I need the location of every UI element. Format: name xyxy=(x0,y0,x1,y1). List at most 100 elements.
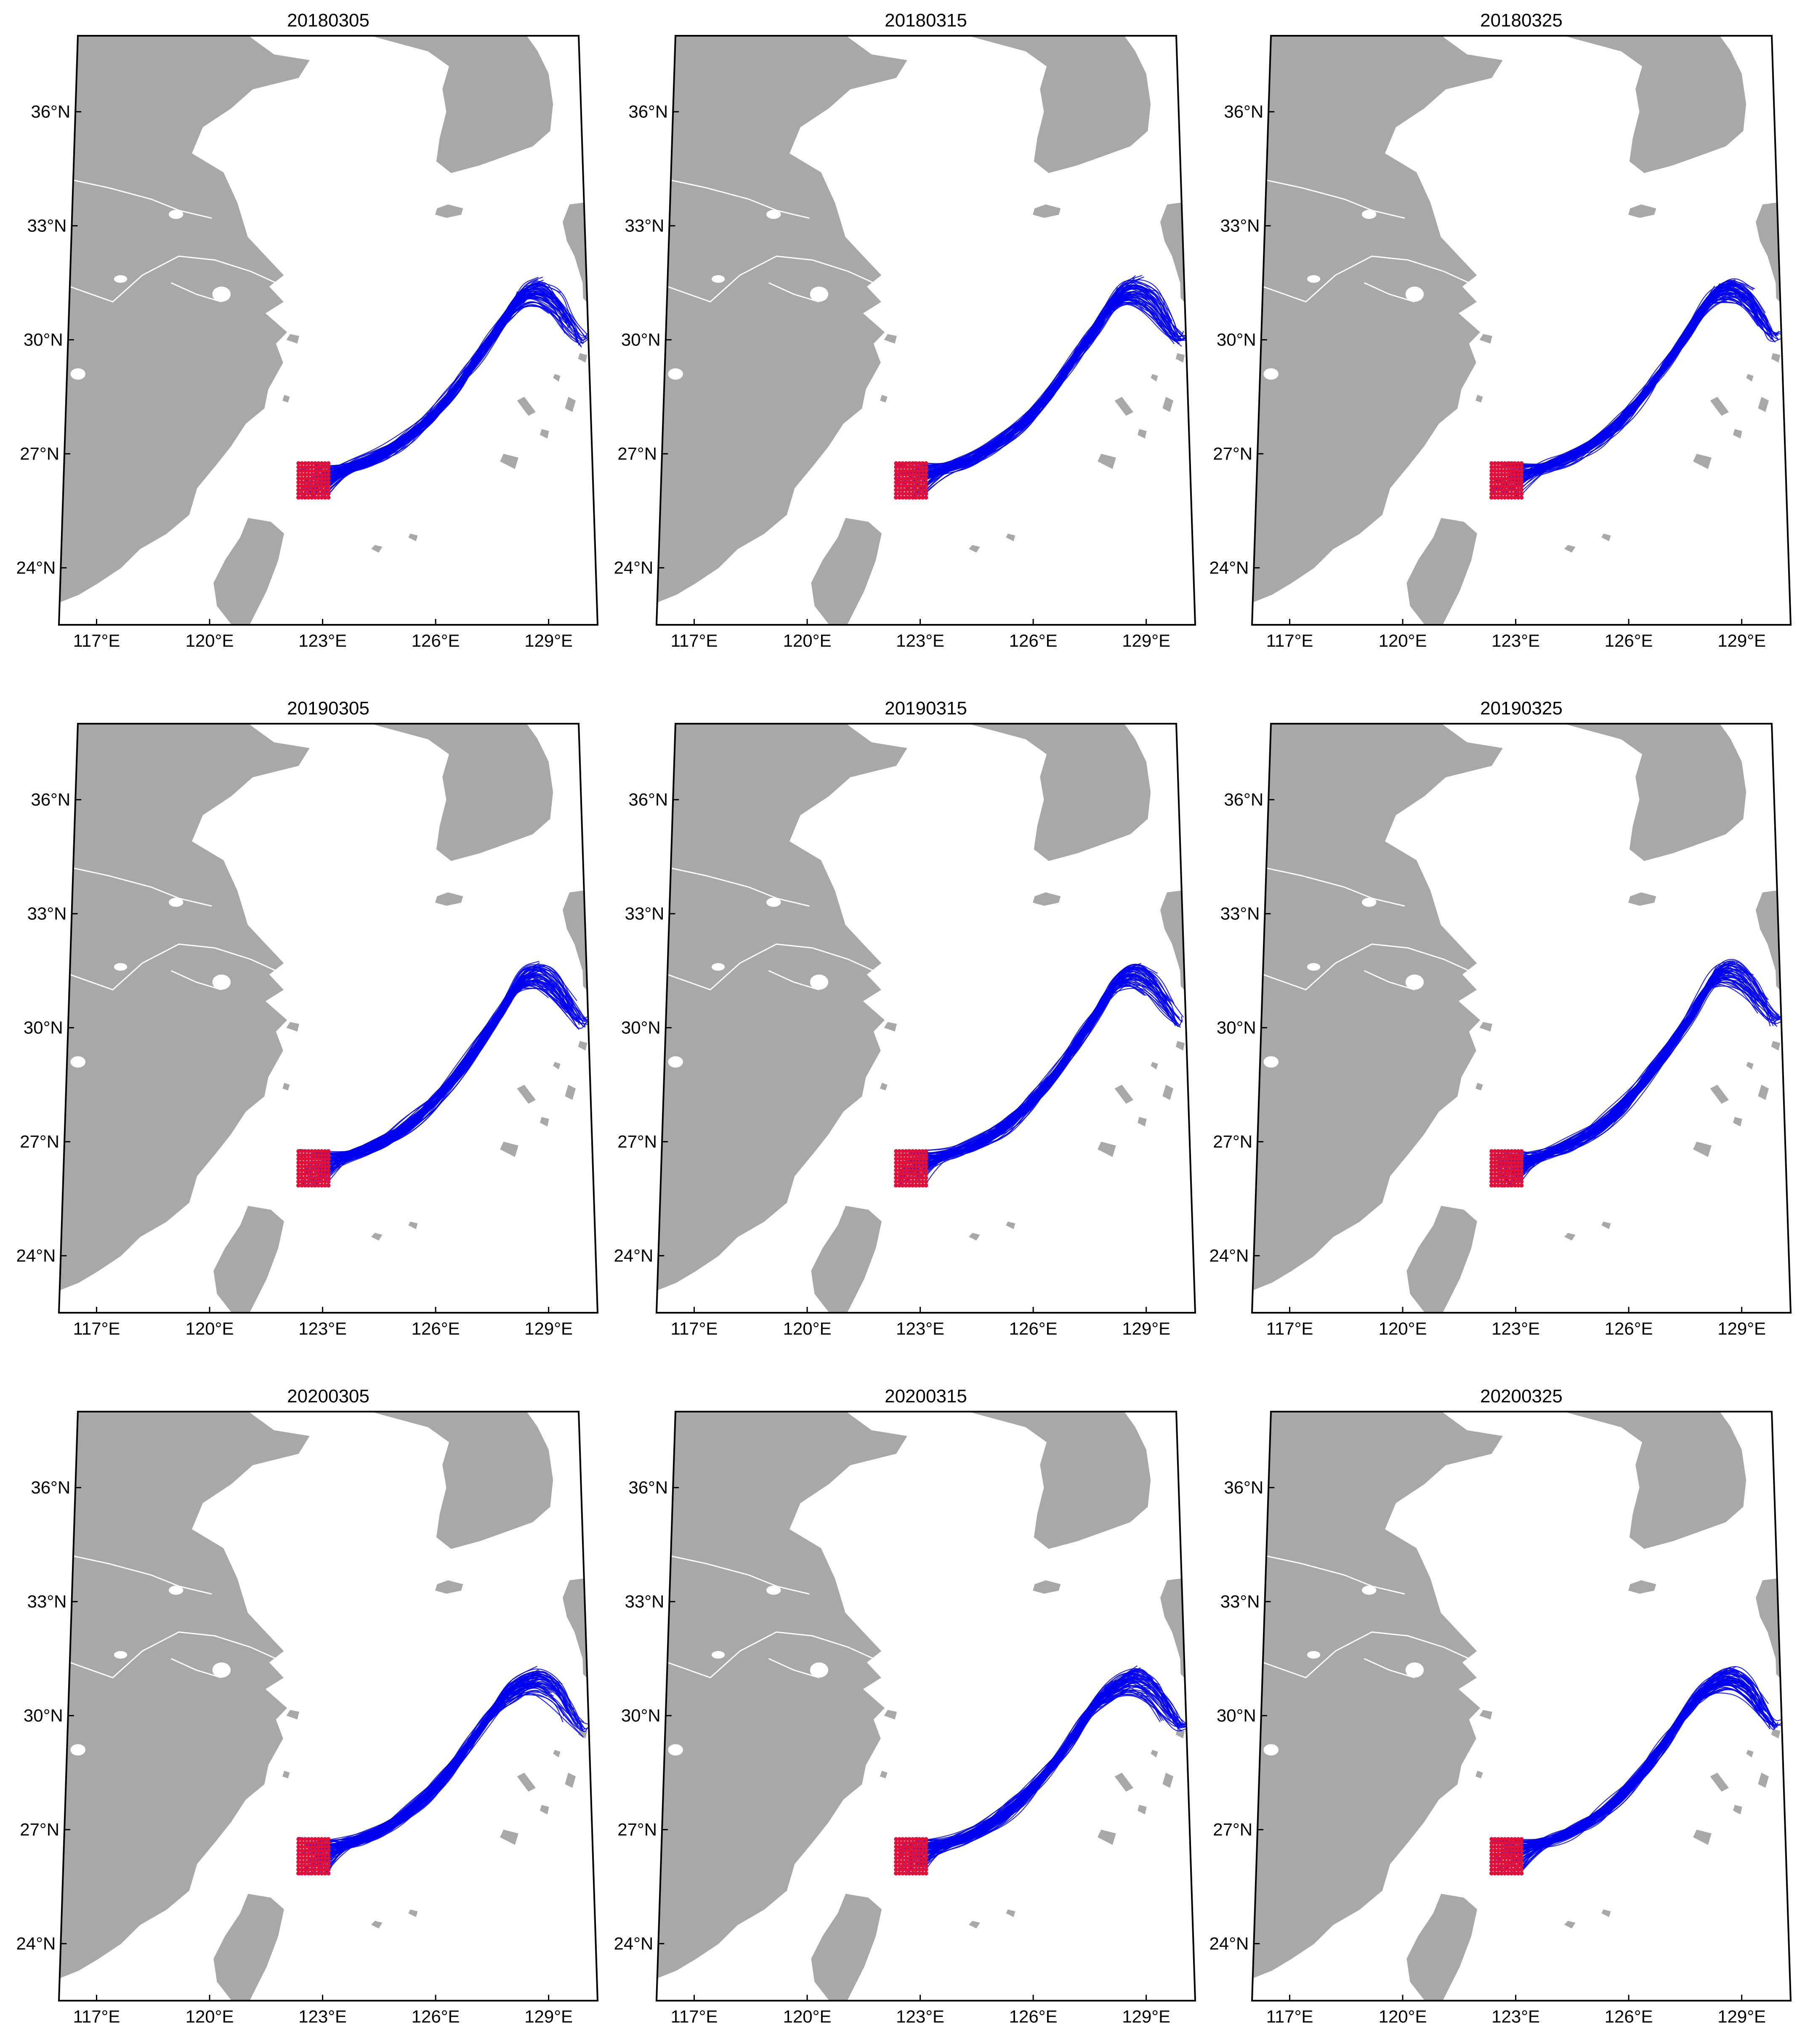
river xyxy=(1266,179,1405,219)
release-point xyxy=(924,1157,928,1161)
release-point xyxy=(316,1852,321,1857)
release-point xyxy=(303,1871,307,1876)
release-point xyxy=(316,1867,321,1872)
release-point xyxy=(1519,488,1524,492)
release-point xyxy=(326,1860,331,1864)
river xyxy=(69,943,276,991)
release-point xyxy=(1496,1172,1500,1176)
release-point xyxy=(1502,1183,1507,1188)
release-point xyxy=(914,1852,918,1857)
trajectory-line xyxy=(1519,1677,1744,1871)
release-point xyxy=(917,1867,922,1872)
release-point xyxy=(309,495,314,500)
release-point xyxy=(316,465,321,470)
release-point xyxy=(917,491,922,496)
panel-title: 20180305 xyxy=(287,10,370,31)
island xyxy=(1162,1773,1173,1788)
lat-tick-label: 36°N xyxy=(1224,102,1263,122)
release-point xyxy=(894,484,899,488)
release-point xyxy=(1513,1176,1517,1180)
release-point xyxy=(1496,465,1501,470)
release-point xyxy=(1513,488,1517,492)
release-point xyxy=(917,1848,922,1853)
island xyxy=(1693,1141,1712,1157)
island xyxy=(1151,1062,1158,1070)
land-mass xyxy=(435,204,463,218)
lat-tick-label: 33°N xyxy=(625,904,665,924)
release-point xyxy=(1516,1860,1521,1864)
release-point xyxy=(1493,1168,1497,1173)
release-point xyxy=(1499,1160,1504,1165)
land-mass xyxy=(59,1412,310,1979)
land-mass xyxy=(1565,36,1747,173)
release-point xyxy=(323,1149,327,1154)
panel-title: 20190305 xyxy=(287,698,370,719)
release-point xyxy=(1509,465,1514,470)
release-points xyxy=(296,1149,331,1188)
release-point xyxy=(924,1164,928,1169)
land-mass xyxy=(1033,1580,1061,1594)
release-point xyxy=(306,1153,311,1157)
release-point xyxy=(907,1860,912,1864)
release-point xyxy=(1519,469,1524,473)
island xyxy=(880,1771,888,1779)
release-point xyxy=(897,1153,902,1157)
release-point xyxy=(313,1168,317,1173)
release-point xyxy=(1493,1149,1497,1154)
release-point xyxy=(316,1183,321,1188)
release-point xyxy=(296,1172,301,1176)
release-point xyxy=(303,469,308,473)
release-point xyxy=(316,1863,321,1868)
release-point xyxy=(1489,1153,1494,1157)
release-point xyxy=(306,465,311,470)
release-point xyxy=(1513,1160,1517,1165)
release-point xyxy=(914,1153,918,1157)
release-point xyxy=(323,1860,327,1864)
release-point xyxy=(1502,1860,1507,1864)
release-point xyxy=(300,491,304,496)
release-point xyxy=(313,1153,317,1157)
release-point xyxy=(1509,480,1514,485)
release-point xyxy=(1506,484,1510,488)
release-point xyxy=(1509,1168,1514,1173)
lon-tick-label: 120°E xyxy=(783,2007,832,2026)
release-point xyxy=(319,473,324,477)
lat-tick-label: 27°N xyxy=(1213,1820,1252,1840)
release-point xyxy=(901,480,905,485)
release-point xyxy=(316,1176,321,1180)
lon-tick-label: 126°E xyxy=(1009,2007,1058,2026)
release-point xyxy=(1502,491,1507,496)
release-point xyxy=(296,1183,300,1188)
release-point xyxy=(303,1157,308,1161)
release-point xyxy=(326,1176,331,1180)
release-point xyxy=(1513,1856,1517,1861)
release-point xyxy=(910,1871,915,1876)
release-point xyxy=(907,491,912,496)
lake xyxy=(711,275,725,283)
release-point xyxy=(914,1183,918,1188)
island xyxy=(1758,1085,1769,1100)
release-point xyxy=(907,495,912,500)
release-point xyxy=(1499,1867,1504,1872)
release-point xyxy=(309,1841,314,1845)
trajectory-line xyxy=(1507,283,1769,481)
release-point xyxy=(296,465,301,470)
island xyxy=(1479,1022,1492,1032)
release-point xyxy=(904,1183,908,1188)
release-point xyxy=(313,480,317,485)
release-point xyxy=(924,1172,928,1176)
release-point xyxy=(323,1176,327,1180)
release-point xyxy=(1502,1848,1507,1853)
release-point xyxy=(309,1168,314,1173)
release-point xyxy=(326,495,331,500)
release-point xyxy=(1509,473,1514,477)
release-point xyxy=(910,491,915,496)
release-point xyxy=(306,1172,311,1176)
release-point xyxy=(319,1149,324,1154)
map-frame xyxy=(655,1411,1196,2002)
island xyxy=(1098,454,1116,469)
river xyxy=(73,179,212,219)
release-point xyxy=(894,1845,899,1849)
release-point xyxy=(1506,495,1510,500)
release-point xyxy=(1502,1176,1507,1180)
